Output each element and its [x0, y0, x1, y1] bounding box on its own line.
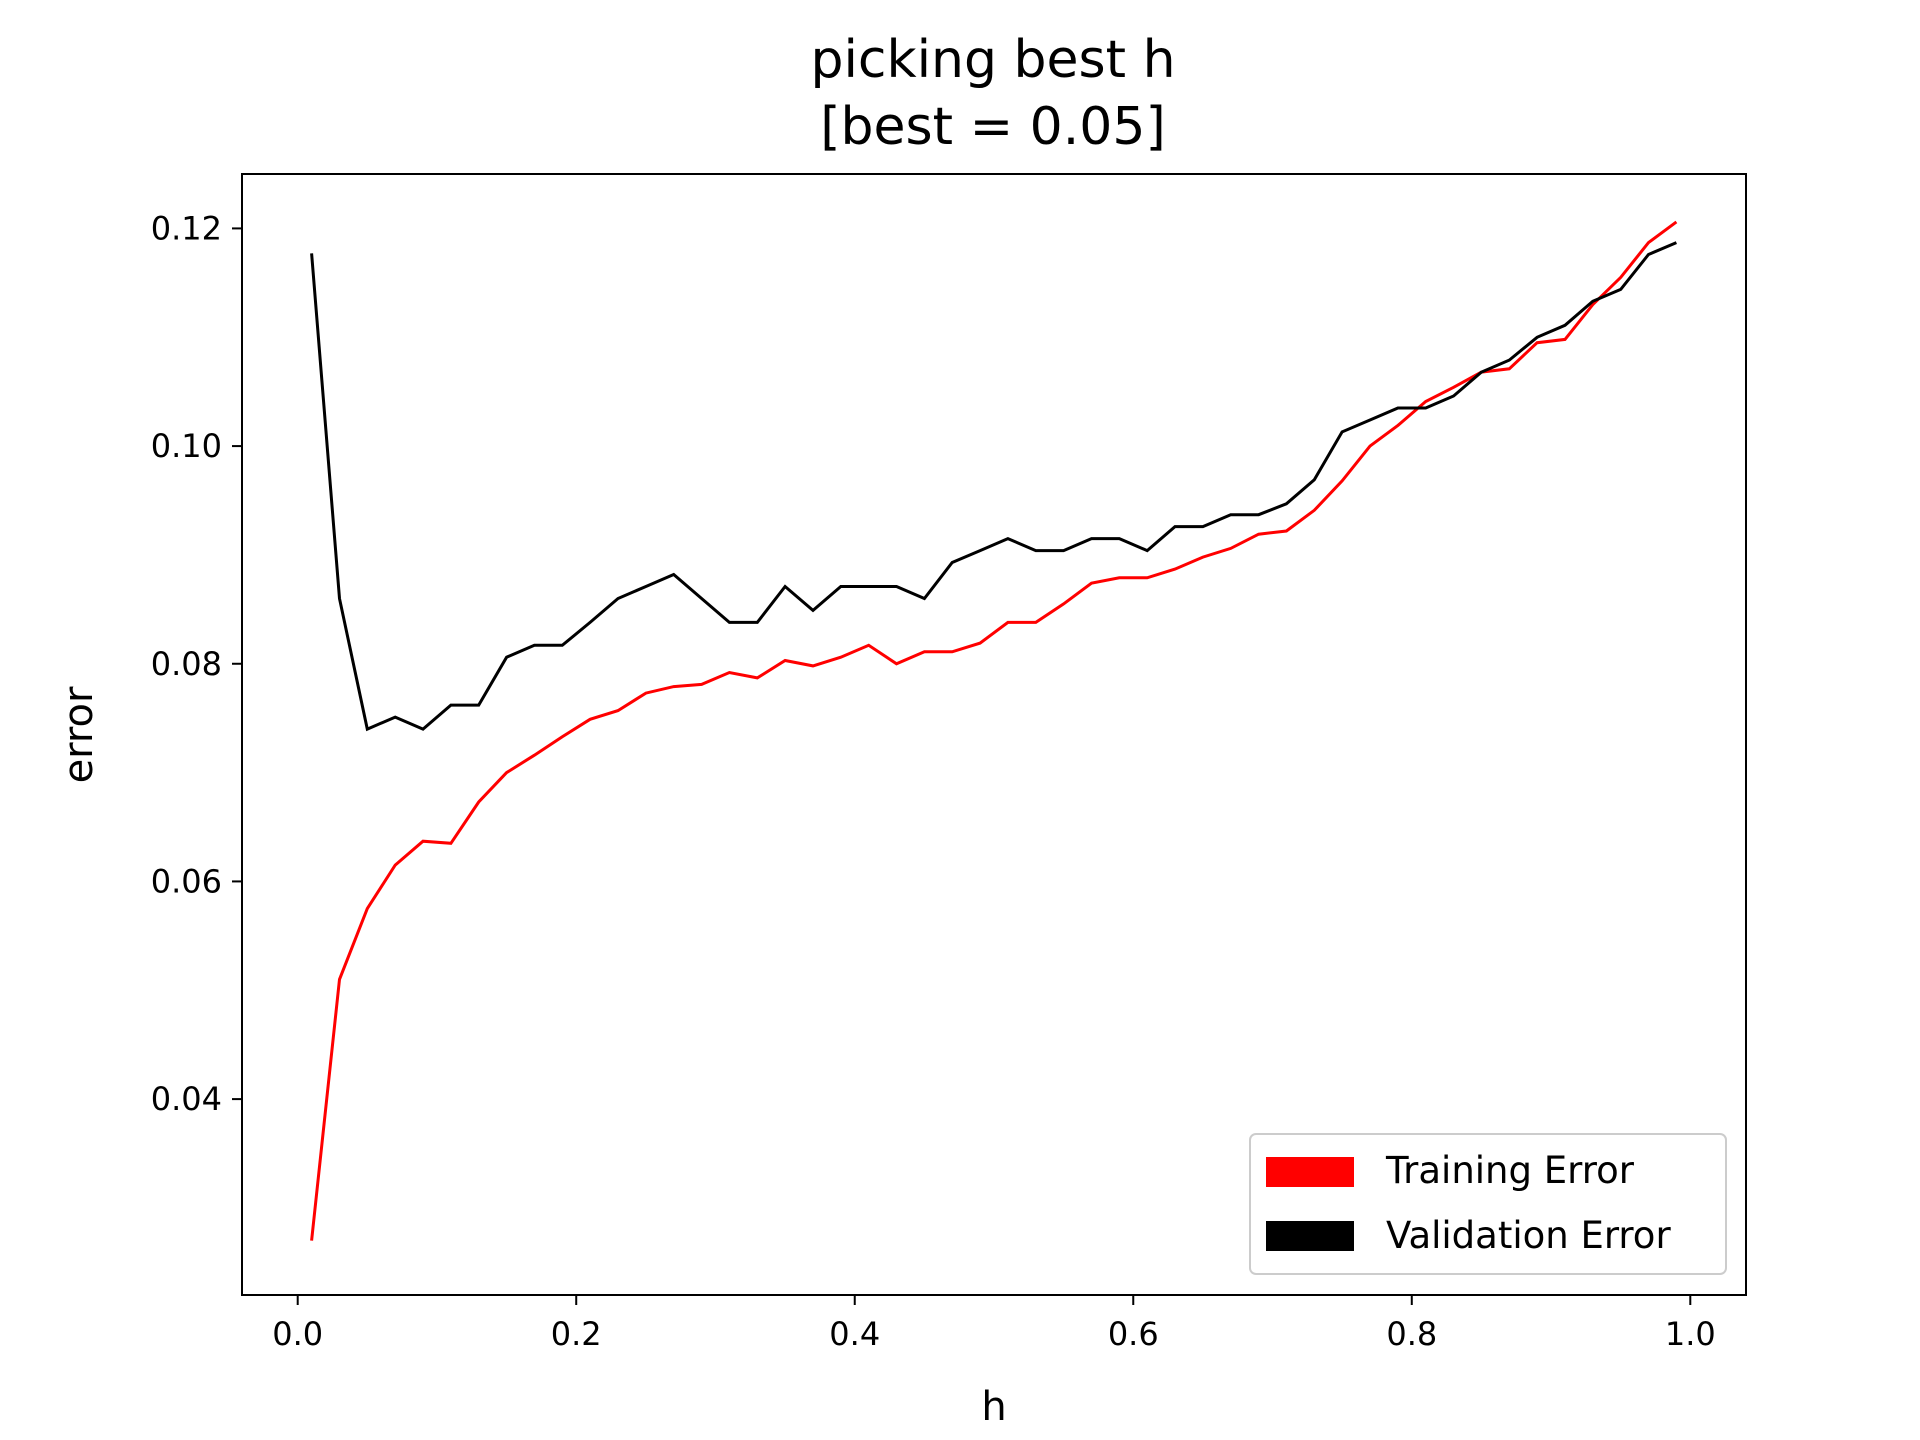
- legend-swatch-training: [1266, 1157, 1354, 1187]
- y-axis-label: error: [56, 686, 102, 783]
- x-tick-label: 1.0: [1665, 1315, 1716, 1353]
- series-line-validation: [310, 241, 1677, 732]
- x-tick-label: 0.2: [551, 1315, 602, 1353]
- x-tick-label: 0.0: [272, 1315, 323, 1353]
- y-axis-ticks: 0.04 0.06 0.08 0.10 0.12: [151, 209, 242, 1118]
- legend-swatch-validation: [1266, 1221, 1354, 1251]
- legend-label-validation: Validation Error: [1386, 1214, 1671, 1257]
- x-tick-label: 0.6: [1108, 1315, 1159, 1353]
- legend-label-training: Training Error: [1385, 1149, 1635, 1192]
- y-tick-label: 0.04: [151, 1080, 222, 1118]
- legend: Training Error Validation Error: [1249, 1133, 1727, 1275]
- series-layer: [310, 220, 1678, 1241]
- x-tick-label: 0.4: [829, 1315, 880, 1353]
- plot-frame: [241, 173, 1747, 1296]
- chart-subtitle: [best = 0.05]: [820, 97, 1165, 157]
- y-tick-label: 0.08: [151, 645, 222, 683]
- y-tick-label: 0.12: [151, 209, 222, 247]
- series-line-training: [310, 220, 1678, 1241]
- y-tick-label: 0.06: [151, 862, 222, 900]
- chart-title: picking best h: [810, 30, 1175, 90]
- x-axis-ticks: 0.0 0.2 0.4 0.6 0.8 1.0: [272, 1295, 1716, 1353]
- legend-box: [1249, 1133, 1727, 1275]
- y-tick-label: 0.10: [151, 427, 222, 465]
- x-axis-label: h: [981, 1384, 1006, 1430]
- x-tick-label: 0.8: [1386, 1315, 1437, 1353]
